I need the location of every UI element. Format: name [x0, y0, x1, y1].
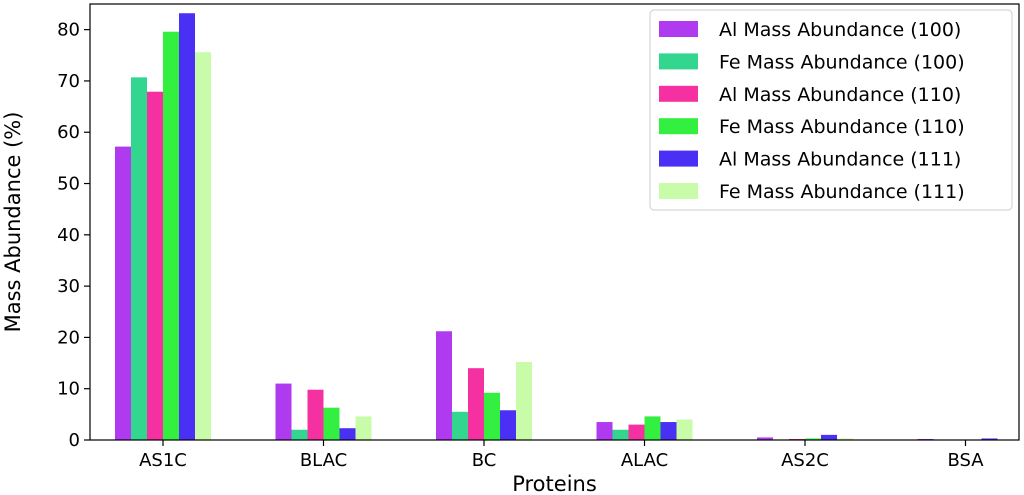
- bar-as1c-series-4: [163, 31, 179, 441]
- axes-group: 0 10 20 30 40 50 60 70 80 AS1C BLAC BC ALAC AS2C BSA: [57, 3, 1020, 471]
- bar-blac-series-5: [339, 428, 356, 440]
- bars-group: [115, 13, 998, 441]
- x-tick-label: BLAC: [300, 450, 347, 471]
- y-tick-label: 20: [57, 327, 80, 348]
- bar-as1c-series-6: [195, 52, 211, 441]
- bar-alac-series-4: [644, 416, 661, 440]
- bar-blac-series-2: [291, 429, 308, 440]
- x-axis-label: Proteins: [512, 472, 597, 495]
- bar-bc-series-2: [452, 411, 468, 440]
- bar-alac-series-6: [676, 419, 693, 440]
- bar-as1c-series-1: [115, 146, 131, 440]
- legend-entry-label: Fe Mass Abundance (100): [719, 51, 965, 73]
- bar-alac-series-2: [612, 429, 629, 440]
- bar-as2c-series-5: [821, 434, 837, 440]
- legend-entry-label: Al Mass Abundance (100): [719, 19, 961, 41]
- x-tick-label: AS2C: [781, 450, 829, 471]
- bar-as1c-series-3: [147, 91, 163, 440]
- y-tick-label: 50: [57, 174, 80, 195]
- bar-bc-series-6: [516, 362, 532, 440]
- y-axis-label: Mass Abundance (%): [1, 112, 25, 333]
- y-tick-label: 10: [57, 379, 80, 400]
- y-tick-label: 80: [57, 20, 80, 41]
- legend-swatch: [659, 53, 698, 70]
- bar-bc-series-4: [484, 392, 500, 440]
- legend-swatch: [659, 85, 698, 102]
- bar-alac-series-5: [660, 422, 677, 440]
- legend-entry-label: Al Mass Abundance (110): [719, 84, 961, 106]
- bar-blac-series-3: [307, 389, 324, 440]
- bar-bc-series-3: [468, 368, 484, 440]
- plot-frame: [89, 3, 1020, 441]
- legend-entry-label: Al Mass Abundance (111): [719, 149, 961, 171]
- bar-alac-series-3: [628, 424, 645, 440]
- bar-blac-series-4: [323, 407, 340, 440]
- y-tick-label: 60: [57, 122, 80, 143]
- legend-entry-label: Fe Mass Abundance (111): [719, 181, 965, 203]
- legend-entry-label: Fe Mass Abundance (110): [719, 116, 965, 138]
- y-tick-label: 70: [57, 71, 80, 92]
- y-tick-label: 40: [57, 225, 80, 246]
- bar-blac-series-6: [355, 416, 372, 440]
- legend: Al Mass Abundance (100) Fe Mass Abundance…: [649, 9, 1013, 211]
- x-tick-label: ALAC: [621, 450, 668, 471]
- x-tick-label: AS1C: [139, 450, 187, 471]
- bar-as2c-series-4: [805, 438, 821, 440]
- legend-swatch: [659, 118, 698, 135]
- y-tick-label: 30: [57, 276, 80, 297]
- legend-swatch: [659, 183, 698, 199]
- x-tick-label: BSA: [947, 450, 984, 471]
- bar-alac-series-1: [596, 422, 613, 440]
- y-tick-label: 0: [69, 430, 80, 451]
- bar-blac-series-1: [275, 383, 292, 440]
- bar-bc-series-1: [436, 331, 452, 440]
- x-tick-label: BC: [472, 450, 497, 471]
- bar-bsa-series-5: [981, 438, 998, 440]
- bar-bc-series-5: [500, 410, 516, 440]
- bar-as2c-series-6: [837, 438, 853, 440]
- legend-swatch: [659, 150, 698, 167]
- bar-as1c-series-5: [179, 13, 195, 440]
- bar-as1c-series-2: [131, 77, 147, 440]
- bar-as2c-series-1: [757, 437, 773, 440]
- legend-box: [649, 9, 1013, 211]
- legend-swatch: [659, 21, 698, 37]
